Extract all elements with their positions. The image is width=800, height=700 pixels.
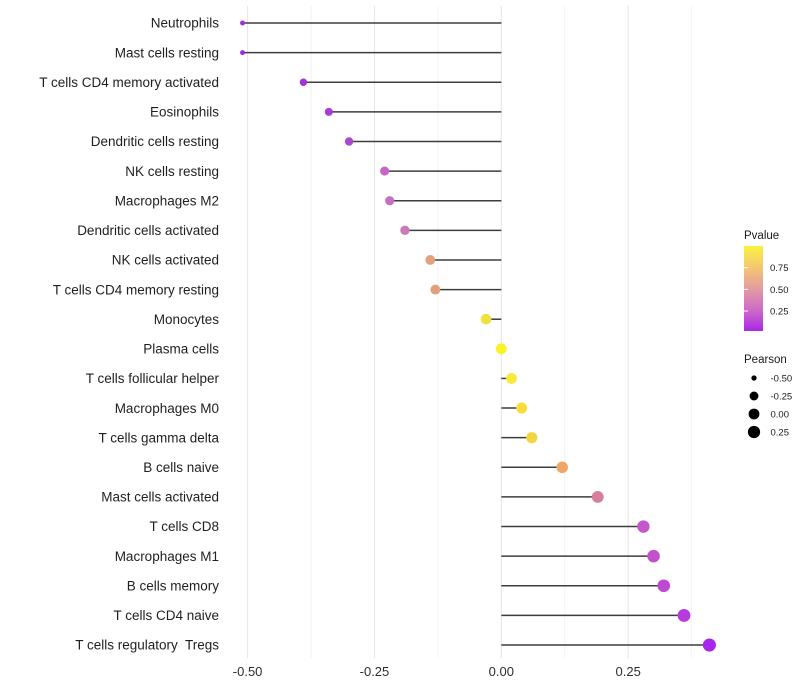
category-axis-labels: Neutrophils Mast cells resting T cells CD4… [39, 16, 219, 653]
size-legend-dot [747, 425, 761, 439]
size-legend-label: -0.25 [771, 392, 793, 403]
category-label: Macrophages M1 [115, 549, 219, 564]
category-label: Mast cells resting [115, 45, 219, 60]
category-label: NK cells resting [125, 164, 219, 179]
category-label: Plasma cells [143, 342, 219, 357]
category-label: Dendritic cells resting [91, 134, 219, 149]
x-axis-tick-labels: -0.50 -0.25 0.00 0.25 [233, 664, 641, 679]
dot-0 [240, 20, 246, 26]
category-label: T cells gamma delta [98, 430, 219, 445]
category-label: Neutrophils [151, 16, 220, 31]
x-tick-label: -0.25 [360, 664, 390, 679]
dot-17 [637, 520, 650, 533]
size-legend-label: 0.00 [771, 410, 790, 421]
pvalue-colorbar-ticks: 0.75 0.50 0.25 [744, 263, 789, 318]
dot-8 [425, 255, 436, 265]
size-legend-dot [751, 375, 757, 381]
category-label: T cells CD8 [149, 519, 219, 534]
x-tick-label: 0.00 [489, 664, 514, 679]
dot-15 [556, 461, 569, 474]
pearson-legend-title: Pearson [744, 354, 787, 366]
size-legend-label: 0.25 [771, 428, 790, 439]
dot-2 [299, 78, 308, 86]
size-legend-dot [749, 391, 759, 401]
dot-13 [516, 402, 528, 414]
category-label: T cells CD4 naive [113, 608, 219, 623]
dot-3 [324, 107, 333, 116]
category-label: Dendritic cells activated [77, 223, 219, 238]
dot-11 [495, 343, 507, 355]
size-legend-label: -0.50 [771, 374, 793, 385]
category-label: Eosinophils [150, 105, 219, 120]
category-label: NK cells activated [112, 253, 219, 268]
dot-6 [385, 196, 395, 206]
category-label: B cells memory [127, 578, 220, 593]
category-label: T cells regulatory Tregs [75, 638, 219, 653]
category-label: T cells CD4 memory activated [39, 75, 219, 90]
pvalue-colorbar [744, 246, 763, 331]
dot-9 [430, 284, 441, 295]
lollipop-dots [240, 20, 716, 652]
colorbar-tick-label: 0.25 [770, 307, 789, 318]
category-label: B cells naive [143, 460, 219, 475]
lollipop-stems [242, 22, 710, 646]
dot-4 [344, 137, 354, 146]
dot-14 [526, 432, 538, 444]
x-tick-label: 0.25 [616, 664, 641, 679]
dot-16 [591, 490, 604, 503]
dot-18 [647, 549, 660, 563]
category-label: T cells follicular helper [86, 371, 220, 386]
category-label: Mast cells activated [101, 490, 219, 505]
dot-19 [657, 579, 671, 593]
dot-1 [240, 50, 246, 56]
category-label: Macrophages M0 [115, 401, 219, 416]
gridlines [247, 6, 693, 658]
category-label: T cells CD4 memory resting [53, 282, 219, 297]
pvalue-legend-title: Pvalue [744, 230, 779, 242]
size-legend-dot [748, 408, 760, 420]
pearson-size-legend: -0.50 -0.25 0.00 0.25 [747, 374, 793, 439]
colorbar-tick-label: 0.50 [770, 285, 789, 296]
dot-20 [677, 608, 691, 622]
dot-7 [400, 225, 410, 236]
dot-21 [702, 638, 716, 652]
legend-panel: Pvalue 0.75 0.50 0.25 Pearson -0.50 -0.25 0.… [744, 230, 792, 439]
x-tick-label: -0.50 [233, 664, 263, 679]
dot-12 [506, 372, 517, 384]
dot-5 [380, 166, 390, 176]
dot-10 [480, 313, 492, 325]
colorbar-tick-label: 0.75 [770, 263, 789, 274]
category-label: Monocytes [154, 312, 220, 327]
category-label: Macrophages M2 [115, 193, 219, 208]
